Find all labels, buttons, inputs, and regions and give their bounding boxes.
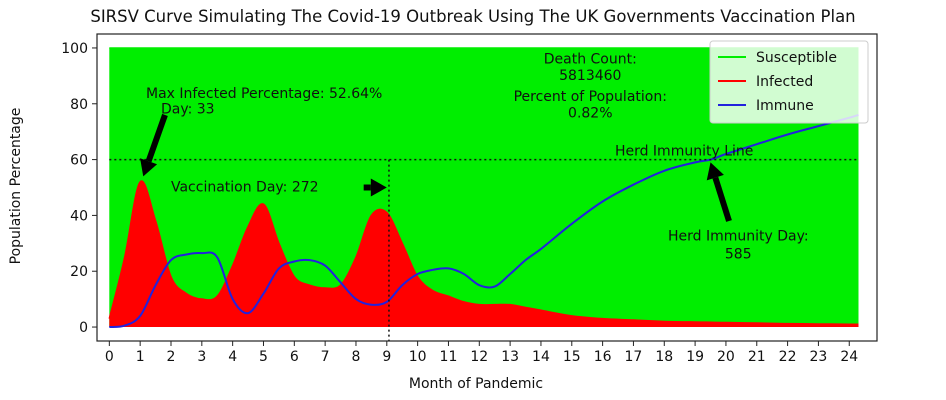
- herd-immunity-day-arrow: [706, 162, 732, 222]
- herd-immunity-line-label: Herd Immunity Line: [615, 143, 753, 159]
- death-count-value: 5813460: [559, 68, 621, 84]
- x-tick-label: 18: [655, 349, 673, 365]
- legend-label-immune: Immune: [756, 98, 814, 114]
- vaccination-day-label: Vaccination Day: 272: [171, 180, 319, 196]
- chart-title: SIRSV Curve Simulating The Covid-19 Outb…: [90, 7, 855, 26]
- x-tick-label: 0: [105, 349, 114, 365]
- max-infected-day-label: Day: 33: [161, 102, 215, 118]
- susceptible-area: [109, 48, 859, 327]
- legend-label-susceptible: Susceptible: [756, 50, 837, 66]
- x-tick-label: 16: [594, 349, 612, 365]
- herd-immunity-day-value: 585: [725, 247, 752, 263]
- line-layer: [108, 47, 859, 328]
- x-tick-label: 22: [779, 349, 797, 365]
- x-tick-label: 11: [440, 349, 458, 365]
- y-tick-label: 80: [70, 97, 88, 113]
- herd-immunity-day-label: Herd Immunity Day:: [668, 229, 809, 245]
- x-tick-label: 21: [748, 349, 766, 365]
- x-tick-label: 10: [409, 349, 427, 365]
- x-tick-label: 7: [321, 349, 330, 365]
- death-count-label: Death Count:: [544, 51, 637, 67]
- x-axis-label: Month of Pandemic: [409, 376, 543, 392]
- x-tick-label: 5: [259, 349, 268, 365]
- max-infected-label: Max Infected Percentage: 52.64%: [146, 86, 382, 102]
- x-tick-label: 12: [470, 349, 488, 365]
- x-tick-label: 1: [136, 349, 145, 365]
- immune-line: [109, 113, 859, 328]
- infected-area: [109, 181, 859, 327]
- y-tick-label: 60: [70, 153, 88, 169]
- x-tick-label: 23: [810, 349, 828, 365]
- y-axis-label: Population Percentage: [8, 108, 24, 265]
- x-tick-label: 2: [167, 349, 176, 365]
- y-axis: 0 20 40 60 80 100: [61, 41, 97, 336]
- y-tick-label: 20: [70, 264, 88, 280]
- y-tick-label: 40: [70, 208, 88, 224]
- x-tick-label: 20: [717, 349, 735, 365]
- x-tick-label: 9: [382, 349, 391, 365]
- x-tick-label: 24: [840, 349, 858, 365]
- x-tick-label: 6: [290, 349, 299, 365]
- max-infected-arrow: [140, 113, 168, 177]
- percent-population-label: Percent of Population:: [514, 89, 667, 105]
- legend-label-infected: Infected: [756, 74, 813, 90]
- x-tick-label: 3: [197, 349, 206, 365]
- infected-line: [108, 180, 859, 326]
- x-tick-label: 13: [501, 349, 519, 365]
- x-tick-label: 4: [228, 349, 237, 365]
- x-axis: 0 1 2 3 4 5 6 7 8 9 10 11 12 13 14 15 16 17 18 19 20 21 22 23 24: [105, 341, 858, 365]
- legend: Susceptible Infected Immune: [709, 40, 869, 124]
- x-tick-label: 17: [625, 349, 643, 365]
- annotation-layer: Max Infected Percentage: 52.64%Day: 33 De…: [140, 51, 809, 263]
- plot-frame: [96, 33, 878, 342]
- x-tick-label: 8: [352, 349, 361, 365]
- x-tick-label: 19: [686, 349, 704, 365]
- vaccination-day-arrow: [363, 178, 387, 197]
- x-tick-label: 14: [532, 349, 550, 365]
- y-tick-label: 100: [61, 41, 88, 57]
- reference-layer: [109, 158, 859, 341]
- legend-box: [709, 40, 869, 124]
- y-tick-label: 0: [79, 320, 88, 336]
- percent-population-value: 0.82%: [568, 106, 612, 122]
- area-layer: [109, 48, 859, 327]
- x-tick-label: 15: [563, 349, 581, 365]
